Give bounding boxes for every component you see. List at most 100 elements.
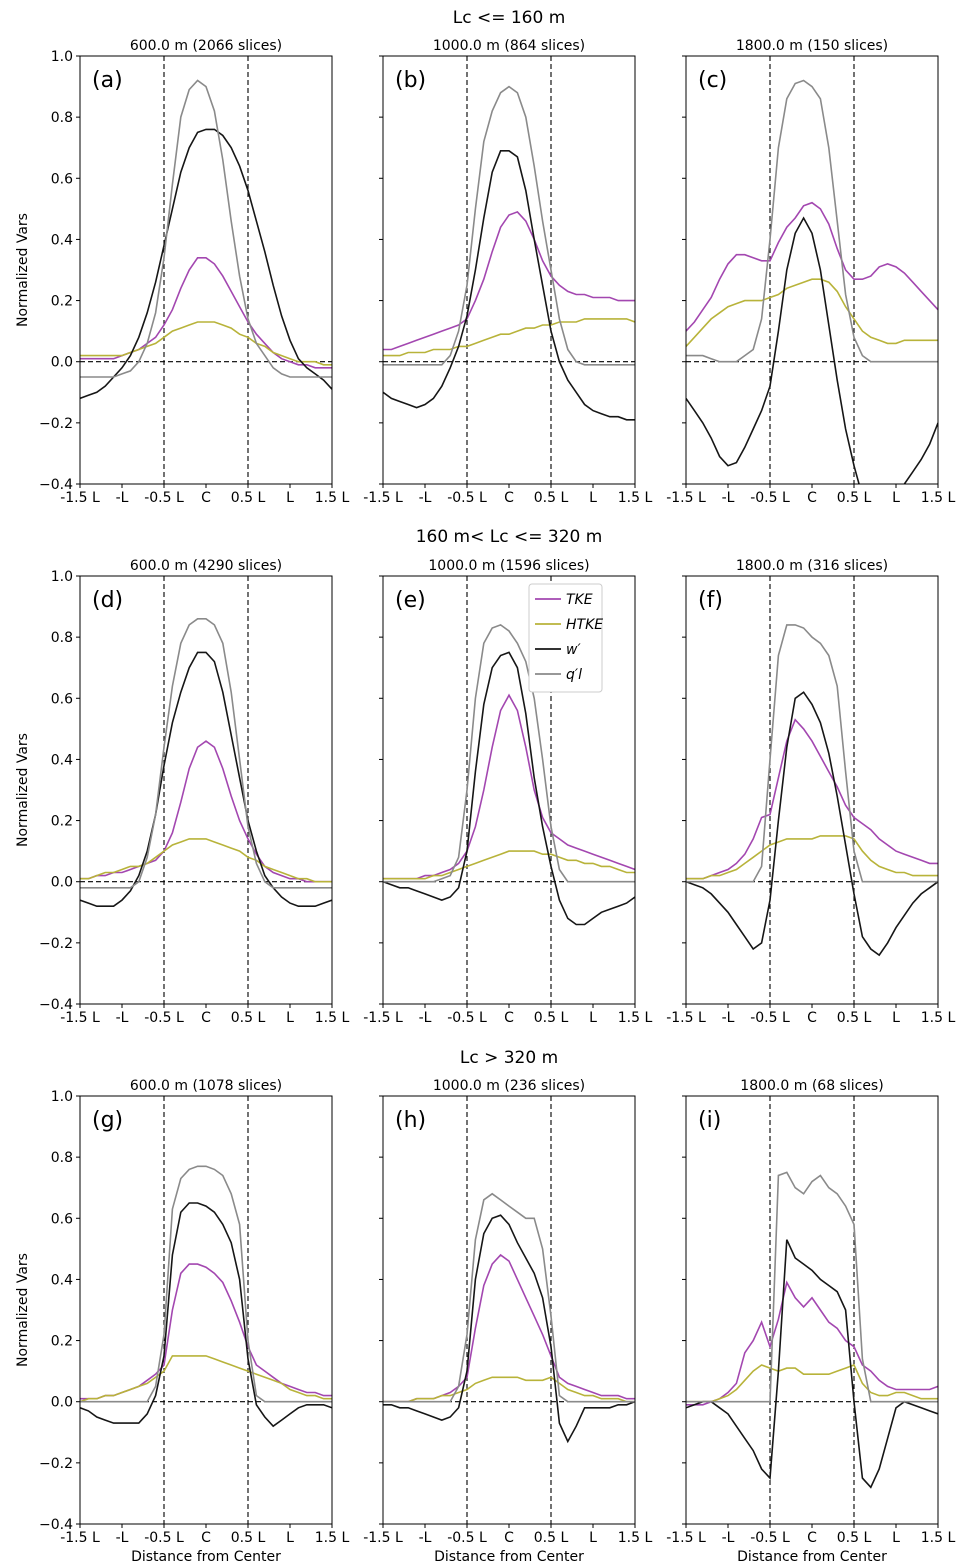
series-line-ql (383, 624, 635, 883)
series-line-ql (383, 1192, 635, 1403)
x-tick-label: 0.5 L (534, 1530, 569, 1546)
x-tick-label: -0.5 L (750, 490, 790, 506)
x-tick-label: 1.5 L (315, 1530, 350, 1546)
series-line-HTKE (80, 838, 332, 883)
panel-label: (b) (395, 68, 426, 93)
x-tick-label: -L (419, 490, 432, 506)
y-tick-label: −0.2 (39, 1456, 73, 1472)
panel-label: (h) (395, 1108, 426, 1133)
x-tick-label: C (504, 1530, 514, 1546)
x-tick-label: -1.5 L (60, 1010, 100, 1026)
y-tick-label: 0.6 (51, 1211, 73, 1227)
panel-title: 1800.0 m (68 slices) (740, 1078, 883, 1094)
y-tick-label: 1.0 (51, 1089, 73, 1105)
series-line-w (383, 651, 635, 926)
series-line-HTKE (686, 1363, 938, 1403)
y-tick-label: 0.0 (51, 355, 73, 371)
series-line-w (686, 1239, 938, 1489)
series-line-HTKE (80, 321, 332, 366)
panel-label: (e) (395, 588, 426, 613)
x-tick-label: -L (116, 1010, 129, 1026)
x-tick-label: 1.5 L (921, 1530, 956, 1546)
x-tick-label: 0.5 L (837, 1010, 872, 1026)
x-tick-label: L (892, 1010, 900, 1026)
x-tick-label: 0.5 L (837, 490, 872, 506)
x-tick-label: -L (419, 1010, 432, 1026)
x-tick-label: -0.5 L (144, 1010, 184, 1026)
row-title-2: 160 m< Lc <= 320 m (416, 527, 603, 547)
legend-box (528, 583, 603, 693)
series-line-ql (686, 1171, 938, 1403)
x-tick-label: -1.5 L (363, 490, 403, 506)
x-tick-label: 1.5 L (618, 1530, 653, 1546)
x-tick-label: 0.5 L (231, 490, 266, 506)
series-line-TKE (686, 718, 938, 880)
y-tick-label: 0.0 (51, 1395, 73, 1411)
series-line-HTKE (383, 850, 635, 880)
legend-label-ql: q′l (566, 667, 582, 683)
row-title-1: Lc <= 160 m (453, 8, 566, 28)
legend-label-w: w′ (566, 642, 581, 658)
x-tick-label: C (201, 490, 211, 506)
series-line-w (383, 1214, 635, 1444)
series-line-TKE (383, 693, 635, 880)
series-line-ql (80, 79, 332, 378)
x-tick-label: L (286, 490, 294, 506)
x-tick-label: C (201, 1010, 211, 1026)
series-line-ql (383, 85, 635, 366)
x-tick-label: -1.5 L (666, 1010, 706, 1026)
series-line-HTKE (80, 1355, 332, 1403)
y-tick-label: 0.6 (51, 171, 73, 187)
series-line-w (383, 150, 635, 421)
panel-label: (a) (92, 68, 123, 93)
panel-label: (c) (698, 68, 727, 93)
y-tick-label: 0.4 (51, 1272, 73, 1288)
x-tick-label: -1.5 L (60, 490, 100, 506)
panel-title: 600.0 m (2066 slices) (130, 38, 282, 54)
panel-label: (g) (92, 1108, 123, 1133)
x-tick-label: -0.5 L (144, 490, 184, 506)
x-tick-label: C (504, 490, 514, 506)
y-tick-label: −0.4 (39, 477, 73, 493)
series-line-TKE (686, 201, 938, 332)
x-tick-label: C (504, 1010, 514, 1026)
series-line-w (80, 651, 332, 908)
x-tick-label: -1.5 L (666, 1530, 706, 1546)
y-tick-label: 1.0 (51, 49, 73, 65)
y-tick-label: 0.8 (51, 1150, 73, 1166)
panel: 600.0 m (4290 slices) (d) -1.5 L -L -0.5 L C 0… (15, 558, 349, 1026)
series-line-w (80, 1202, 332, 1428)
x-tick-label: -0.5 L (750, 1530, 790, 1546)
series-line-TKE (383, 210, 635, 351)
series-line-w (686, 691, 938, 957)
panel-title: 600.0 m (1078 slices) (130, 1078, 282, 1094)
x-tick-label: L (589, 1530, 597, 1546)
series-line-ql (80, 1165, 332, 1403)
x-tick-label: -L (722, 1530, 735, 1546)
x-tick-label: -1.5 L (363, 1010, 403, 1026)
y-tick-label: 0.0 (51, 875, 73, 891)
series-line-w (80, 128, 332, 400)
x-tick-label: 0.5 L (231, 1010, 266, 1026)
x-tick-label: C (201, 1530, 211, 1546)
y-tick-label: −0.4 (39, 997, 73, 1013)
panel-label: (f) (698, 588, 723, 613)
x-axis-label: Distance from Center (434, 1549, 584, 1565)
x-tick-label: -L (116, 1530, 129, 1546)
panel-title: 600.0 m (4290 slices) (130, 558, 282, 574)
panel: 600.0 m (2066 slices) (a) -1.5 L -L -0.5 L C 0… (15, 38, 349, 506)
x-tick-label: 0.5 L (231, 1530, 266, 1546)
legend: TKE HTKE w′ q′l (528, 583, 603, 693)
panel: 1000.0 m (1596 slices)(e) -1.5 L -L -0.5 L C… (363, 558, 652, 1026)
series-line-TKE (686, 1280, 938, 1406)
series-line-HTKE (686, 278, 938, 347)
panel: 600.0 m (1078 slices) (g) -1.5 L -L -0.5 L C 0… (15, 1078, 349, 1565)
panel-title: 1800.0 m (150 slices) (736, 38, 888, 54)
panel: 1800.0 m (150 slices) (c) -1.5 L -L -0.5 L C 0… (666, 38, 955, 506)
y-tick-label: 0.6 (51, 691, 73, 707)
series-line-TKE (80, 740, 332, 883)
x-tick-label: -L (722, 490, 735, 506)
x-tick-label: -L (116, 490, 129, 506)
y-tick-label: 0.8 (51, 630, 73, 646)
